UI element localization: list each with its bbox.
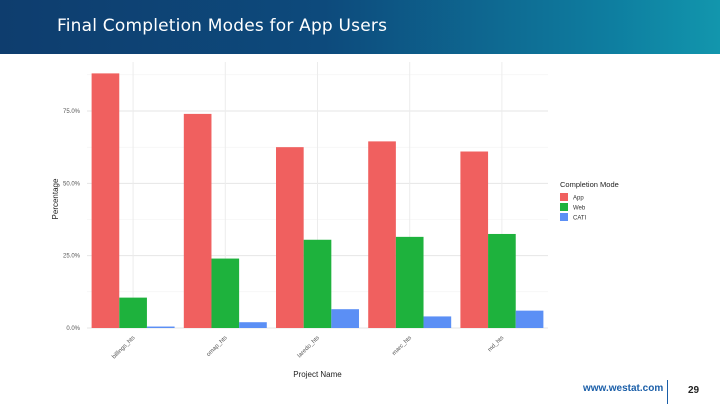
legend-label-cati: CATI bbox=[573, 216, 587, 222]
legend-label-web: Web bbox=[573, 206, 586, 212]
slide-title: Final Completion Modes for App Users bbox=[57, 16, 388, 36]
footer-url: www.westat.com bbox=[583, 383, 664, 394]
bar-web-md_hts bbox=[488, 233, 516, 328]
bar-app-billings_hts bbox=[91, 73, 120, 329]
slide-header: Final Completion Modes for App Users bbox=[0, 0, 720, 54]
bar-app-marc_hts bbox=[368, 141, 396, 328]
bar-web-marc_hts bbox=[395, 236, 424, 328]
y-tick-label: 50.0% bbox=[63, 181, 81, 187]
bar-web-omap_hts bbox=[211, 258, 240, 328]
bar-cati-omap_hts bbox=[239, 322, 267, 328]
bar-web-billings_hts bbox=[119, 297, 147, 328]
legend-title: Completion Mode bbox=[560, 180, 619, 189]
legend-swatch-app bbox=[560, 193, 568, 201]
y-tick-label: 25.0% bbox=[63, 254, 81, 260]
bar-app-laredo_hts bbox=[276, 147, 304, 328]
x-tick-label: omap_hts bbox=[206, 335, 229, 358]
x-tick-label: billings_hts bbox=[111, 335, 136, 360]
bar-web-laredo_hts bbox=[303, 239, 332, 328]
x-tick-label: marc_hts bbox=[391, 335, 413, 357]
legend-swatch-cati bbox=[560, 213, 568, 221]
page-number: 29 bbox=[688, 385, 700, 396]
y-tick-label: 0.0% bbox=[66, 326, 80, 332]
legend-swatch-web bbox=[560, 203, 568, 211]
bar-app-omap_hts bbox=[183, 113, 212, 328]
y-tick-label: 75.0% bbox=[63, 109, 81, 115]
completion-modes-chart: 0.0% 25.0% 50.0% 75.0% billings_hts omap_hts l… bbox=[51, 62, 619, 379]
bar-cati-marc_hts bbox=[423, 316, 452, 328]
y-axis-title: Percentage bbox=[51, 178, 60, 219]
bar-cati-md_hts bbox=[515, 310, 544, 328]
bar-cati-laredo_hts bbox=[331, 309, 359, 328]
x-tick-label: md_hts bbox=[487, 335, 505, 353]
legend-label-app: App bbox=[573, 196, 584, 202]
bar-app-md_hts bbox=[460, 151, 489, 328]
footer-divider bbox=[667, 380, 668, 404]
x-axis-title: Project Name bbox=[293, 370, 342, 379]
x-tick-label: laredo_hts bbox=[297, 335, 321, 359]
bar-cati-billings_hts bbox=[146, 326, 175, 328]
